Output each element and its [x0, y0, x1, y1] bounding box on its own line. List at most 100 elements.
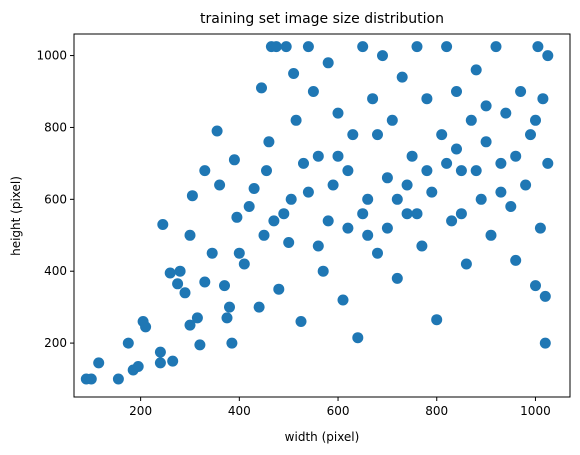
data-point	[256, 82, 267, 94]
data-point	[391, 272, 403, 284]
data-point	[490, 41, 502, 53]
data-point	[475, 193, 487, 205]
data-point	[258, 229, 270, 241]
data-point	[221, 312, 233, 324]
data-point	[377, 50, 388, 62]
data-point	[278, 208, 290, 220]
data-point	[441, 157, 453, 169]
x-tick-label: 400	[228, 404, 251, 418]
data-point	[164, 267, 176, 279]
data-point	[396, 71, 408, 83]
data-point	[485, 229, 497, 241]
data-point	[273, 283, 285, 295]
data-point	[495, 157, 507, 169]
data-point	[515, 86, 527, 97]
data-point	[381, 172, 393, 184]
data-point	[542, 50, 554, 62]
data-point	[206, 247, 218, 259]
data-point	[167, 355, 179, 367]
data-point	[470, 165, 482, 177]
data-point	[85, 373, 97, 385]
y-tick-label: 1000	[36, 49, 67, 63]
data-point	[174, 265, 186, 277]
data-point	[327, 179, 339, 191]
data-point	[510, 150, 522, 162]
data-point	[342, 165, 354, 177]
data-point	[465, 114, 477, 126]
data-point	[342, 222, 354, 234]
y-tick-label: 600	[44, 192, 67, 206]
y-tick-label: 800	[44, 120, 67, 134]
chart-title: training set image size distribution	[200, 11, 444, 27]
data-point	[214, 179, 226, 191]
data-point	[421, 93, 433, 105]
plot-frame	[73, 33, 571, 398]
data-point	[253, 301, 265, 313]
data-point	[184, 319, 196, 331]
data-point	[534, 222, 546, 234]
data-point	[539, 337, 551, 349]
x-tick-label: 200	[129, 404, 152, 418]
data-point	[362, 193, 374, 205]
data-point	[357, 208, 369, 220]
data-point	[312, 240, 324, 252]
data-point	[391, 193, 403, 205]
data-point	[140, 321, 152, 333]
data-point	[455, 208, 467, 220]
data-point	[441, 41, 453, 53]
data-point	[539, 290, 551, 302]
data-point	[362, 229, 374, 241]
data-point	[372, 247, 383, 259]
data-point	[411, 41, 423, 53]
data-point	[298, 157, 309, 169]
data-point	[295, 316, 307, 327]
data-point	[157, 219, 169, 230]
data-point	[372, 129, 383, 141]
data-point	[525, 129, 536, 141]
data-point	[537, 93, 549, 105]
data-point	[470, 64, 482, 76]
data-point	[446, 215, 458, 227]
data-point	[186, 190, 198, 202]
data-point	[302, 41, 314, 53]
data-point	[194, 339, 206, 351]
x-tick-label: 600	[327, 404, 350, 418]
data-point	[312, 150, 324, 162]
data-point	[184, 229, 196, 241]
data-point	[542, 157, 554, 169]
data-point	[426, 186, 438, 198]
data-point	[352, 332, 364, 344]
data-point	[283, 237, 295, 248]
y-tick-label: 400	[44, 264, 67, 278]
data-point	[532, 41, 544, 53]
data-point	[238, 258, 250, 270]
data-point	[357, 41, 369, 53]
y-axis-title: height (pixel)	[9, 176, 23, 256]
data-point	[191, 312, 203, 324]
data-point	[93, 357, 105, 369]
data-point	[288, 68, 300, 79]
data-point	[505, 201, 517, 212]
data-point	[451, 143, 462, 155]
data-point	[261, 165, 272, 177]
data-point	[285, 193, 297, 205]
x-tick-label: 800	[425, 404, 448, 418]
data-point	[268, 215, 280, 227]
data-point	[381, 222, 393, 234]
data-point	[520, 179, 532, 191]
data-point	[480, 136, 492, 148]
data-point	[226, 337, 238, 349]
data-point	[455, 165, 467, 177]
data-point	[460, 258, 472, 270]
data-point	[248, 183, 260, 194]
data-point	[211, 125, 223, 137]
data-point	[436, 129, 448, 141]
data-point	[347, 129, 359, 141]
data-point	[179, 287, 191, 299]
data-point	[280, 41, 292, 53]
y-tick-label: 200	[44, 336, 67, 350]
data-point	[337, 294, 349, 306]
data-point	[386, 114, 398, 126]
data-point	[243, 201, 255, 212]
